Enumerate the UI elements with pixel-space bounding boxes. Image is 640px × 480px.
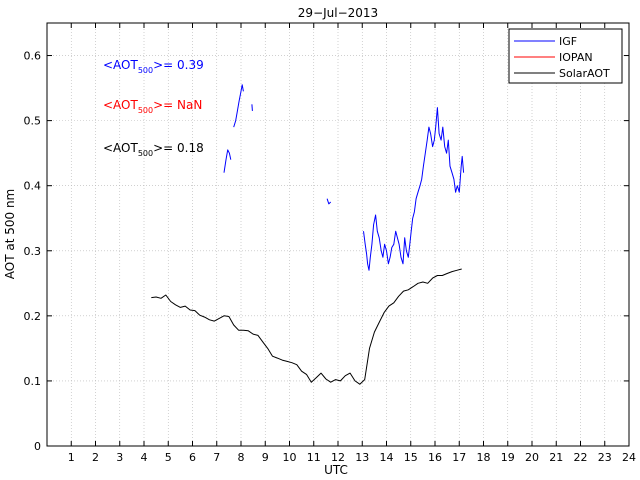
x-tick-label: 10 [283, 451, 297, 464]
x-tick-label: 20 [525, 451, 539, 464]
y-tick-label: 0.3 [24, 245, 42, 258]
x-tick-label: 16 [428, 451, 442, 464]
y-tick-label: 0.2 [24, 310, 42, 323]
x-tick-label: 13 [355, 451, 369, 464]
y-tick-label: 0.4 [24, 180, 42, 193]
annotation-subscript: 500 [138, 149, 153, 158]
x-tick-label: 19 [501, 451, 515, 464]
legend-label-solaraot: SolarAOT [559, 67, 610, 80]
x-tick-label: 22 [574, 451, 588, 464]
series-line-igf [223, 149, 232, 173]
x-tick-label: 3 [116, 451, 123, 464]
x-tick-label: 11 [307, 451, 321, 464]
series-line-igf [363, 107, 465, 271]
y-tick-label: 0.6 [24, 50, 42, 63]
x-tick-label: 23 [598, 451, 612, 464]
annotation-subscript: 500 [138, 106, 153, 115]
annotation-prefix: <AOT [103, 98, 138, 112]
series-layer [151, 84, 465, 385]
annotations: <AOT500>= 0.39 <AOT500>= NaN <AOT500>= 0… [103, 58, 204, 158]
x-axis-title: UTC [324, 463, 348, 477]
annotation-prefix: <AOT [103, 58, 138, 72]
x-tick-label: 1 [68, 451, 75, 464]
y-tick-label: 0.1 [24, 375, 42, 388]
annotation-subscript: 500 [138, 66, 153, 75]
x-tick-label: 8 [238, 451, 245, 464]
legend-label-igf: IGF [559, 35, 577, 48]
chart-title: 29−Jul−2013 [298, 6, 378, 20]
x-tick-label: 14 [380, 451, 394, 464]
x-tick-label: 21 [549, 451, 563, 464]
annotation-value: >= NaN [153, 98, 202, 112]
x-tick-label: 6 [189, 451, 196, 464]
annotation-value: >= 0.18 [153, 141, 204, 155]
legend: IGF IOPAN SolarAOT [508, 28, 623, 84]
annotation-value: >= 0.39 [153, 58, 204, 72]
annotation-solaraot-mean: <AOT500>= 0.18 [103, 141, 204, 158]
x-tick-label: 12 [331, 451, 345, 464]
tick-layer: 1 2 3 4 5 6 7 8 9 10 11 12 13 14 15 16 17 18 19 20 21 22 23 240… [24, 23, 636, 464]
x-tick-label: 4 [141, 451, 148, 464]
grid-layer [47, 23, 629, 446]
series-line-igf [251, 104, 253, 111]
y-tick-label: 0.5 [24, 115, 42, 128]
x-tick-label: 9 [262, 451, 269, 464]
legend-box [508, 28, 623, 84]
x-tick-label: 15 [404, 451, 418, 464]
series-line-solaraot [151, 268, 462, 385]
legend-label-iopan: IOPAN [559, 51, 593, 64]
annotation-prefix: <AOT [103, 141, 138, 155]
annotation-igf-mean: <AOT500>= 0.39 [103, 58, 204, 75]
series-line-igf [233, 84, 244, 128]
annotation-iopan-mean: <AOT500>= NaN [103, 98, 202, 115]
x-tick-label: 2 [92, 451, 99, 464]
x-tick-label: 5 [165, 451, 172, 464]
series-line-igf [326, 198, 332, 205]
x-tick-label: 17 [452, 451, 466, 464]
y-tick-label: 0 [34, 440, 41, 453]
x-tick-label: 18 [477, 451, 491, 464]
y-axis-title: AOT at 500 nm [3, 189, 17, 279]
x-tick-label: 24 [622, 451, 636, 464]
x-tick-label: 7 [213, 451, 220, 464]
